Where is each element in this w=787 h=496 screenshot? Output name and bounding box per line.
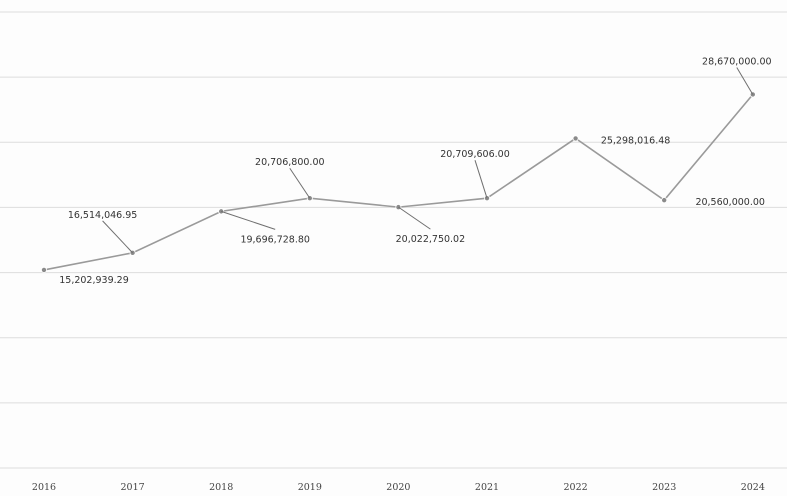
- x-tick-label: 2022: [564, 482, 588, 493]
- x-tick-label: 2021: [475, 482, 499, 493]
- data-label: 20,706,800.00: [255, 157, 325, 168]
- x-tick-label: 2017: [121, 482, 145, 493]
- gridlines: [0, 11, 787, 469]
- data-label: 20,709,606.00: [440, 149, 510, 160]
- x-axis: 2016 2017 2018 2019 2020 2021 2022 2023 2024: [32, 482, 765, 493]
- series-layer: [41, 91, 756, 273]
- data-label: 15,202,939.29: [59, 275, 129, 286]
- x-tick-label: 2024: [741, 482, 765, 493]
- leader-line: [736, 67, 754, 95]
- data-point: [572, 135, 579, 142]
- data-label: 28,670,000.00: [702, 56, 772, 67]
- leader-line: [398, 206, 431, 230]
- data-label: 25,298,016.48: [601, 135, 671, 146]
- data-point: [661, 197, 668, 204]
- data-point: [749, 91, 756, 98]
- leader-line: [221, 210, 276, 230]
- data-label: 16,514,046.95: [68, 210, 138, 221]
- x-tick-label: 2019: [298, 482, 322, 493]
- data-label: 20,022,750.02: [396, 234, 466, 245]
- data-label: 20,560,000.00: [695, 197, 765, 208]
- leader-line: [289, 167, 311, 199]
- x-tick-label: 2016: [32, 482, 56, 493]
- data-labels: 15,202,939.29 16,514,046.95 19,696,728.80 2…: [59, 56, 771, 285]
- data-point: [41, 266, 48, 273]
- leader-line: [102, 220, 133, 254]
- x-tick-label: 2020: [386, 482, 410, 493]
- leader-line: [474, 160, 488, 199]
- data-label: 19,696,728.80: [240, 234, 310, 245]
- x-tick-label: 2018: [209, 482, 233, 493]
- x-tick-label: 2023: [652, 482, 676, 493]
- data-point: [218, 208, 225, 215]
